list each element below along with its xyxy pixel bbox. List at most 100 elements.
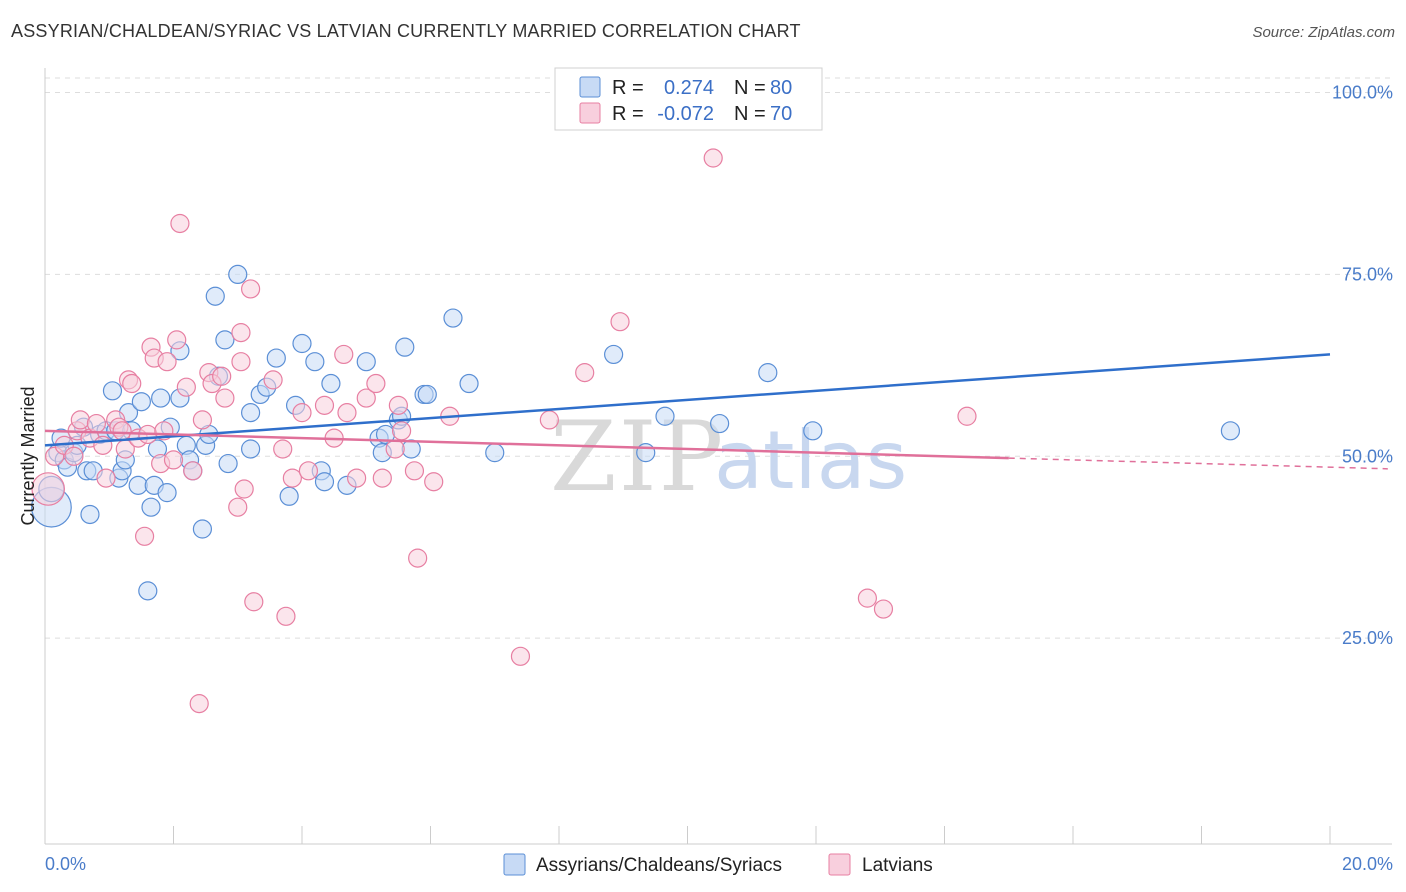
blue-point-67 bbox=[459, 373, 479, 394]
pink-point-46 bbox=[298, 461, 319, 481]
chart-title: ASSYRIAN/CHALDEAN/SYRIAC VS LATVIAN CURR… bbox=[11, 21, 801, 41]
blue-point-75 bbox=[1220, 421, 1241, 441]
blue-point-72 bbox=[710, 413, 730, 434]
blue-point-22 bbox=[131, 392, 151, 412]
tick-labels: 25.0% 50.0% 75.0% 100.0% 0.0% 20.0% bbox=[45, 83, 1393, 874]
blue-point-66 bbox=[443, 308, 463, 328]
series-legend-label-pink: Latvians bbox=[862, 855, 933, 876]
legend-r-value-2: -0.072 bbox=[657, 103, 714, 125]
blue-point-38 bbox=[205, 286, 225, 306]
legend-swatch-blue bbox=[579, 76, 601, 98]
blue-point-69 bbox=[604, 344, 624, 365]
source-credit: Source: ZipAtlas.com bbox=[1252, 24, 1395, 41]
series-legend: Assyrians/Chaldeans/Syriacs Latvians bbox=[503, 853, 933, 876]
blue-point-62 bbox=[395, 337, 415, 357]
pink-point-43 bbox=[276, 606, 296, 626]
pink-point-51 bbox=[347, 468, 367, 488]
pink-point-53 bbox=[366, 373, 386, 394]
blue-point-47 bbox=[266, 348, 286, 368]
pink-point-44 bbox=[282, 468, 302, 488]
blue-point-73 bbox=[758, 363, 778, 383]
pink-point-57 bbox=[391, 421, 412, 441]
pink-point-55 bbox=[385, 439, 405, 459]
pink-point-58 bbox=[404, 461, 425, 481]
pink-point-17 bbox=[134, 526, 155, 546]
pink-point-23 bbox=[157, 352, 177, 372]
pink-point-36 bbox=[231, 323, 251, 343]
legend-swatch-pink bbox=[579, 102, 601, 124]
pink-point-54 bbox=[372, 468, 392, 488]
pink-point-26 bbox=[170, 213, 190, 234]
pink-point-38 bbox=[234, 479, 254, 499]
pink-point-33 bbox=[212, 366, 232, 386]
watermark-zip: ZIP bbox=[550, 401, 725, 513]
pink-point-45 bbox=[292, 403, 312, 423]
pink-point-66 bbox=[703, 148, 723, 168]
pink-point-29 bbox=[189, 694, 209, 714]
pink-point-64 bbox=[575, 363, 595, 383]
pink-trend-line bbox=[44, 429, 1009, 460]
pink-point-35 bbox=[228, 497, 248, 517]
trend-lines bbox=[44, 353, 1388, 470]
blue-point-53 bbox=[314, 472, 335, 492]
legend-r-label-1: R = bbox=[612, 77, 644, 99]
blue-point-44 bbox=[241, 403, 261, 423]
blue-trend-line bbox=[44, 353, 1331, 447]
y-tick-label-1: 50.0% bbox=[1342, 446, 1393, 466]
pink-point-24 bbox=[163, 450, 184, 470]
y-tick-label-2: 75.0% bbox=[1342, 264, 1393, 284]
pink-point-52 bbox=[356, 388, 376, 408]
blue-point-54 bbox=[321, 373, 341, 394]
pink-point-15 bbox=[122, 373, 142, 394]
pink-point-8 bbox=[93, 435, 113, 455]
legend-r-value-1: 0.274 bbox=[664, 77, 714, 99]
pink-point-27 bbox=[176, 377, 196, 397]
pink-point-67 bbox=[857, 588, 878, 608]
y-tick-label-0: 25.0% bbox=[1342, 628, 1393, 648]
blue-point-65 bbox=[417, 384, 437, 405]
pink-point-40 bbox=[244, 592, 264, 612]
blue-point-71 bbox=[655, 406, 675, 426]
x-tick-label-0: 0.0% bbox=[45, 854, 86, 874]
pink-point-59 bbox=[408, 548, 428, 568]
blue-point-23 bbox=[138, 581, 158, 601]
legend-n-label-2: N = bbox=[734, 103, 766, 125]
pink-point-9 bbox=[96, 468, 116, 488]
series-legend-swatch-pink bbox=[828, 853, 851, 876]
y-axis-label: Currently Married bbox=[18, 386, 38, 525]
series-legend-swatch-blue bbox=[503, 853, 526, 876]
stats-legend: R = 0.274 N = 80 R = -0.072 N = 70 bbox=[554, 67, 823, 131]
blue-point-21 bbox=[128, 475, 148, 495]
series-legend-label-blue: Assyrians/Chaldeans/Syriacs bbox=[536, 855, 782, 876]
pink-trend-line-extension bbox=[1008, 457, 1388, 470]
blue-point-48 bbox=[279, 486, 299, 506]
pink-point-41 bbox=[263, 370, 283, 390]
pink-point-7 bbox=[86, 413, 107, 434]
pink-point-39 bbox=[241, 279, 261, 299]
blue-point-56 bbox=[356, 352, 376, 372]
legend-n-value-1: 80 bbox=[770, 77, 792, 99]
blue-point-70 bbox=[636, 443, 656, 463]
legend-r-label-2: R = bbox=[612, 103, 644, 125]
pink-point-34 bbox=[215, 388, 235, 408]
blue-point-24 bbox=[141, 497, 161, 517]
pink-point-47 bbox=[314, 395, 335, 415]
pink-point-49 bbox=[334, 344, 354, 365]
pink-point-65 bbox=[610, 312, 630, 332]
x-tick-label-1: 20.0% bbox=[1342, 854, 1393, 874]
blue-point-63 bbox=[401, 439, 421, 459]
blue-point-43 bbox=[241, 439, 261, 459]
blue-point-50 bbox=[292, 333, 312, 354]
pink-point-25 bbox=[167, 330, 187, 350]
blue-point-74 bbox=[803, 421, 823, 441]
blue-point-28 bbox=[157, 483, 177, 503]
pink-point-5 bbox=[70, 410, 90, 430]
pink-point-42 bbox=[273, 439, 293, 459]
legend-n-value-2: 70 bbox=[770, 103, 792, 125]
pink-point-69 bbox=[957, 406, 977, 426]
pink-point-0 bbox=[31, 472, 66, 506]
blue-point-40 bbox=[215, 330, 235, 350]
blue-point-42 bbox=[228, 264, 248, 285]
legend-n-label-1: N = bbox=[734, 77, 766, 99]
axes bbox=[44, 68, 1392, 845]
